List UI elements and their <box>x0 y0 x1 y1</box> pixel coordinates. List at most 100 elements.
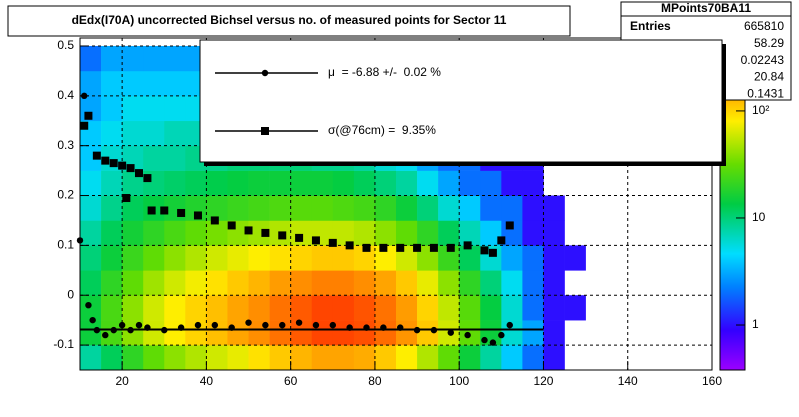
marker-square <box>101 156 110 165</box>
heatmap-cell <box>80 70 102 97</box>
heatmap-cell <box>80 170 102 196</box>
marker-square <box>210 216 219 225</box>
heatmap-cell <box>374 270 397 296</box>
heatmap-cell <box>396 170 418 196</box>
heatmap-cell <box>459 245 481 271</box>
x-tick-label: 20 <box>115 374 129 388</box>
marker-square <box>118 161 127 170</box>
marker-circle <box>110 326 117 334</box>
heatmap-cell <box>80 195 102 221</box>
heatmap-cell <box>501 245 523 271</box>
heatmap-cell <box>227 170 249 196</box>
heatmap-cell <box>290 345 313 371</box>
heatmap-cell <box>522 320 544 346</box>
heatmap-cell <box>143 120 165 146</box>
heatmap-cell <box>164 45 186 72</box>
marker-circle <box>228 324 235 331</box>
heatmap-cell <box>417 270 439 296</box>
heatmap-cell <box>438 170 460 196</box>
heatmap-cell <box>522 295 544 321</box>
heatmap-cell <box>374 345 397 371</box>
marker-circle <box>312 321 320 329</box>
marker-circle <box>346 324 353 331</box>
y-tick-label: 0.4 <box>57 88 74 102</box>
title-box <box>7 5 571 37</box>
heatmap-cell <box>164 320 186 346</box>
heatmap-cell <box>459 220 481 246</box>
marker-circle <box>295 319 303 326</box>
heatmap-cell <box>248 220 270 246</box>
heatmap-cell <box>332 345 355 371</box>
heatmap-cell <box>522 345 544 371</box>
heatmap-cell <box>122 345 144 371</box>
marker-square <box>362 243 371 252</box>
heatmap-cell <box>269 195 291 221</box>
heatmap-cell <box>459 270 481 296</box>
heatmap-cell <box>269 270 291 296</box>
heatmap-cell <box>522 220 544 246</box>
heatmap-cell <box>227 270 249 296</box>
heatmap-cell <box>143 70 165 97</box>
marker-circle <box>144 324 151 331</box>
heatmap-cell <box>185 295 207 321</box>
marker-square <box>261 228 270 237</box>
heatmap-cell <box>122 220 144 246</box>
heatmap-cell <box>290 170 313 196</box>
y-tick-label: -0.1 <box>53 337 74 351</box>
marker-circle <box>430 326 438 334</box>
heatmap-cell <box>206 270 228 296</box>
heatmap-cell <box>122 245 144 271</box>
marker-circle <box>161 326 168 334</box>
heatmap-cell <box>164 270 186 296</box>
heatmap-cell <box>522 270 544 296</box>
heatmap-cell <box>480 295 502 321</box>
heatmap-cell <box>290 320 313 346</box>
heatmap-cell <box>269 295 291 321</box>
heatmap-cell <box>332 270 355 296</box>
heatmap-cell <box>332 170 355 196</box>
heatmap-cell <box>248 195 270 221</box>
heatmap-cell <box>101 245 123 271</box>
heatmap-cell <box>396 195 418 221</box>
marker-square <box>345 241 354 250</box>
heatmap-cell <box>396 295 418 321</box>
heatmap-cell <box>311 345 334 371</box>
heatmap-cell <box>417 345 439 371</box>
heatmap-cell <box>543 195 565 221</box>
heatmap-cell <box>206 245 228 271</box>
heatmap-cell <box>332 245 355 271</box>
marker-circle <box>279 321 286 329</box>
marker-circle <box>397 324 404 331</box>
heatmap-cell <box>143 295 165 321</box>
marker-circle <box>481 336 488 344</box>
heatmap-cell <box>438 295 460 321</box>
heatmap-cell <box>80 320 102 346</box>
marker-square <box>446 243 455 252</box>
stats-title: MPoints70BA11 <box>661 1 751 15</box>
heatmap-cell <box>311 195 334 221</box>
heatmap-cell <box>248 270 270 296</box>
heatmap-cell <box>459 195 481 221</box>
marker-circle <box>447 329 454 336</box>
marker-circle <box>177 324 185 331</box>
marker-circle <box>245 319 252 326</box>
heatmap-cell <box>353 320 376 346</box>
heatmap-cell <box>143 245 165 271</box>
marker-square <box>463 241 472 250</box>
y-tick-label: 0 <box>67 287 74 301</box>
stats-value: 0.1431 <box>747 86 784 100</box>
heatmap-cell <box>122 270 144 296</box>
marker-square <box>488 248 497 257</box>
heatmap-cell <box>417 195 439 221</box>
stats-value: 0.02243 <box>741 53 785 67</box>
marker-circle <box>81 92 88 100</box>
heatmap-cell <box>185 345 207 371</box>
heatmap-cell <box>332 320 355 346</box>
x-tick-label: 60 <box>284 374 298 388</box>
heatmap-cell <box>143 45 165 72</box>
chart-title: dEdx(I70A) uncorrected Bichsel versus no… <box>72 13 507 27</box>
marker-circle <box>118 321 126 329</box>
heatmap-cell <box>332 295 355 321</box>
heatmap-cell <box>374 170 397 196</box>
heatmap-cell <box>101 70 123 97</box>
